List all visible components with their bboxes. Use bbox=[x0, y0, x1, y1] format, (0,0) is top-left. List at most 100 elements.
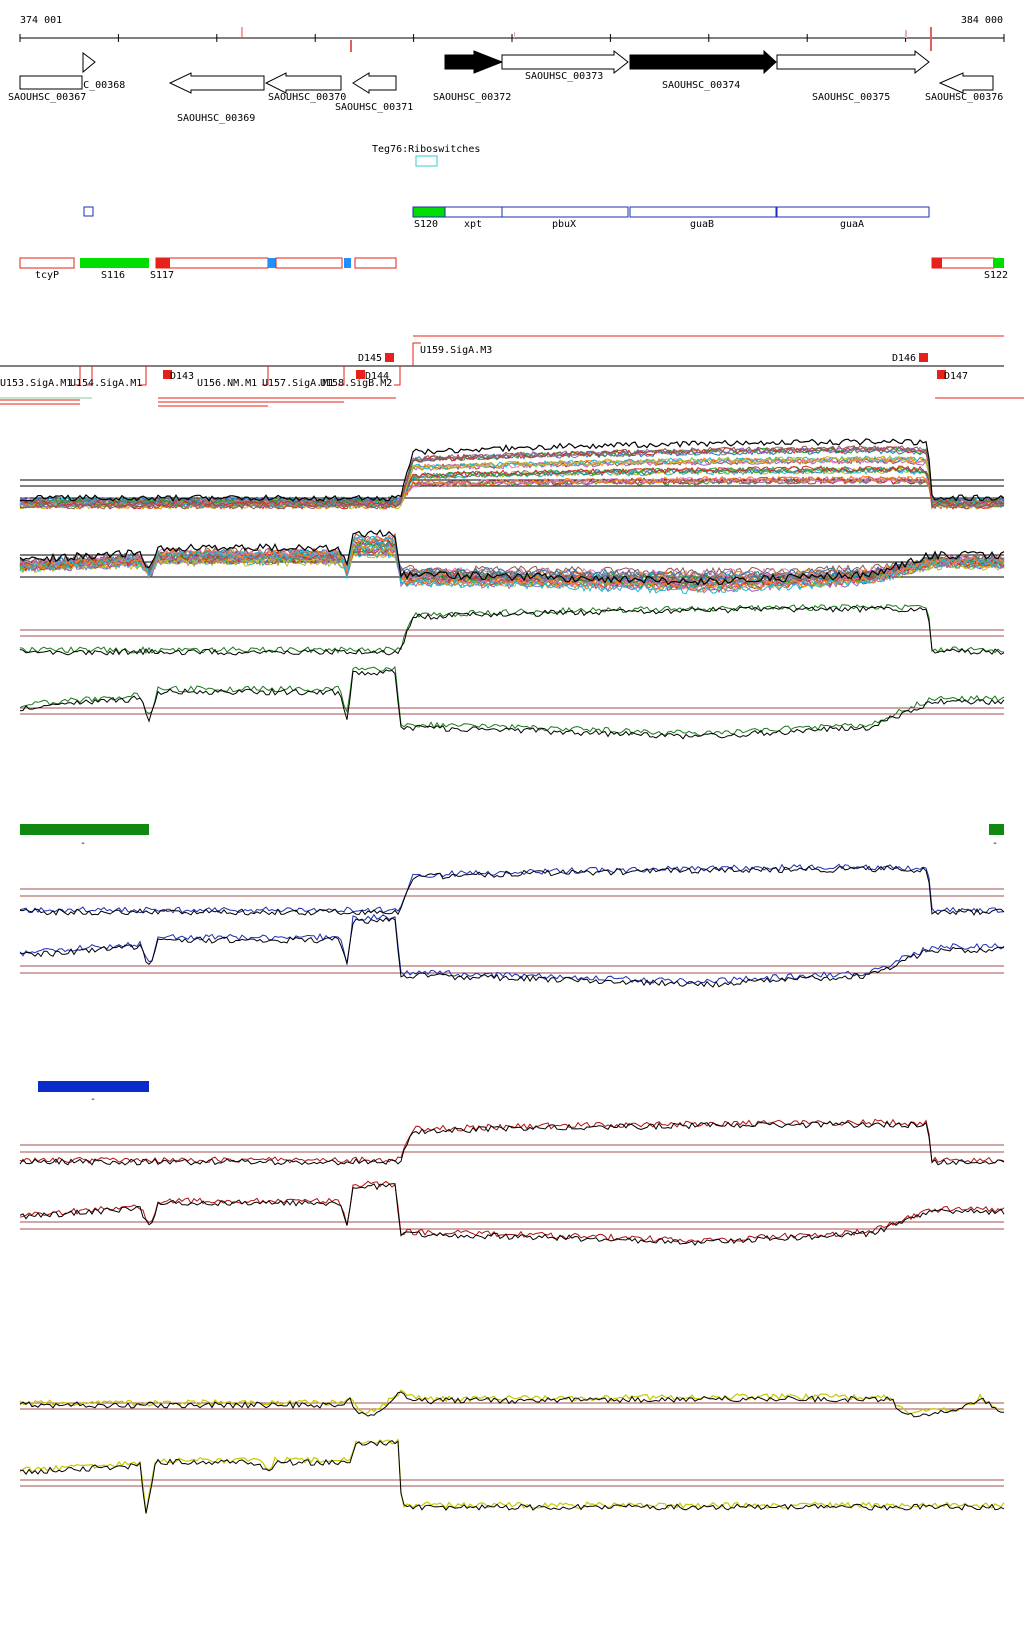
ruler-marker bbox=[350, 40, 352, 52]
ruler-marker bbox=[905, 30, 907, 38]
ruler-marker bbox=[930, 27, 932, 51]
blue-feature[interactable] bbox=[629, 206, 777, 218]
gene-label: SAOUHSC_00375 bbox=[812, 92, 890, 103]
ruler-marker bbox=[514, 32, 515, 38]
promoter-marker[interactable] bbox=[356, 370, 365, 379]
condition-bar[interactable] bbox=[989, 824, 1004, 835]
promoter-label: U154.SigA.M1 bbox=[70, 378, 142, 389]
expression-profile bbox=[19, 1389, 1005, 1415]
promoter-arrow[interactable] bbox=[412, 342, 421, 366]
blue-feature[interactable] bbox=[444, 206, 503, 218]
expression-profile bbox=[19, 438, 1005, 503]
red-feature-filled[interactable] bbox=[268, 258, 276, 268]
expression-profile bbox=[19, 863, 1005, 914]
expression-profile bbox=[19, 529, 1005, 586]
expression-profile bbox=[19, 535, 1005, 595]
red-feature-filled[interactable] bbox=[932, 258, 942, 268]
blue-feature-label: S120 bbox=[414, 219, 438, 230]
blue-transcript-track: S120 xpt pbuX guaB guaA bbox=[83, 206, 930, 230]
red-feature[interactable] bbox=[19, 257, 75, 269]
promoter-arrow[interactable] bbox=[338, 366, 345, 386]
gene-arrow[interactable] bbox=[938, 72, 994, 94]
red-feature-filled[interactable] bbox=[156, 258, 170, 268]
expression-profile bbox=[19, 1118, 1005, 1165]
gene-arrow[interactable] bbox=[352, 72, 397, 94]
promoter-marker[interactable] bbox=[163, 370, 172, 379]
red-feature[interactable] bbox=[275, 257, 343, 269]
gene-label: SAOUHSC_00373 bbox=[525, 71, 603, 82]
gene-label: SAOUHSC_00368 bbox=[47, 80, 125, 91]
condition-bar[interactable] bbox=[38, 1081, 149, 1092]
gene-track: SAOUHSC_00368 SAOUHSC_00367 SAOUHSC_0036… bbox=[8, 49, 1003, 124]
red-feature-filled[interactable] bbox=[80, 258, 149, 268]
expression-profile bbox=[19, 477, 1005, 504]
gene-arrow[interactable] bbox=[19, 75, 83, 90]
condition-bar-label: - bbox=[80, 838, 86, 849]
promoter-track: D145 U159.SigA.M3 D146 U153.SigA.M1 U154… bbox=[0, 335, 1024, 407]
promoter-label: U158.SigB.M2 bbox=[320, 378, 392, 389]
gene-arrow[interactable] bbox=[444, 50, 504, 74]
expression-profile bbox=[19, 605, 1005, 656]
promoter-label: D145 bbox=[358, 353, 382, 364]
gene-arrow[interactable] bbox=[168, 72, 265, 94]
blue-feature-label: pbuX bbox=[552, 219, 576, 230]
red-feature-filled[interactable] bbox=[344, 258, 351, 268]
expression-profile bbox=[19, 917, 1005, 988]
promoter-label: U156.NM.M1 bbox=[197, 378, 257, 389]
gene-label: SAOUHSC_00370 bbox=[268, 92, 346, 103]
riboswitch-feature[interactable] bbox=[415, 155, 438, 167]
blue-feature-label: xpt bbox=[464, 219, 482, 230]
red-transcript-track: tcyP S116 S117 S122 bbox=[19, 257, 1008, 281]
promoter-arrow[interactable] bbox=[74, 366, 81, 386]
expression-profile bbox=[19, 1438, 1005, 1513]
condition-bar-label: - bbox=[90, 1094, 96, 1105]
red-feature-label: S117 bbox=[150, 270, 174, 281]
promoter-marker[interactable] bbox=[919, 353, 928, 362]
gene-arrow[interactable] bbox=[629, 49, 777, 75]
expression-profile bbox=[19, 913, 1005, 985]
red-feature-filled[interactable] bbox=[993, 258, 1004, 268]
gene-arrow[interactable] bbox=[264, 72, 342, 94]
promoter-marker[interactable] bbox=[385, 353, 394, 362]
expression-profile bbox=[19, 669, 1005, 740]
promoter-label: U157.SigA.M1 bbox=[262, 378, 334, 389]
promoter-label: D146 bbox=[892, 353, 916, 364]
promoter-arrow[interactable] bbox=[86, 366, 93, 386]
gene-label: SAOUHSC_00371 bbox=[335, 102, 413, 113]
expression-profile bbox=[19, 445, 1005, 510]
promoter-arrow[interactable] bbox=[262, 366, 269, 386]
red-feature[interactable] bbox=[354, 257, 397, 269]
red-feature-label: S116 bbox=[101, 270, 125, 281]
condition-bar-label: - bbox=[992, 838, 998, 849]
promoter-marker[interactable] bbox=[937, 370, 946, 379]
gene-arrow[interactable] bbox=[776, 49, 930, 75]
gene-label: SAOUHSC_00367 bbox=[8, 92, 86, 103]
condition-bar[interactable] bbox=[20, 824, 149, 835]
gene-arrow[interactable] bbox=[82, 52, 96, 74]
promoter-label: U153.SigA.M1 bbox=[0, 378, 72, 389]
expression-panels bbox=[19, 438, 1005, 1514]
gene-label: SAOUHSC_00374 bbox=[662, 80, 740, 91]
riboswitch-track: Teg76:Riboswitches bbox=[372, 144, 480, 167]
red-feature-label: tcyP bbox=[35, 270, 59, 281]
expression-profile bbox=[20, 1439, 1005, 1514]
gene-arrow[interactable] bbox=[501, 49, 629, 75]
expression-profile bbox=[19, 1120, 1005, 1166]
start-coordinate: 374 001 bbox=[20, 15, 62, 26]
blue-feature[interactable] bbox=[776, 206, 930, 218]
blue-feature[interactable] bbox=[501, 206, 629, 218]
expression-profile bbox=[19, 865, 1005, 917]
condition-bars: - - - bbox=[20, 824, 1004, 1105]
promoter-label: D144 bbox=[365, 371, 389, 382]
promoter-arrow[interactable] bbox=[394, 366, 401, 386]
riboswitch-label: Teg76:Riboswitches bbox=[372, 144, 480, 155]
expression-profile bbox=[19, 1391, 1005, 1418]
expression-profile bbox=[19, 666, 1005, 737]
blue-feature[interactable] bbox=[83, 206, 94, 217]
ruler-marker bbox=[241, 27, 243, 37]
blue-feature-filled[interactable] bbox=[413, 207, 445, 217]
red-feature[interactable] bbox=[155, 257, 269, 269]
promoter-arrow[interactable] bbox=[140, 366, 147, 386]
expression-profile bbox=[19, 1180, 1005, 1244]
gene-label: SAOUHSC_00369 bbox=[177, 113, 255, 124]
